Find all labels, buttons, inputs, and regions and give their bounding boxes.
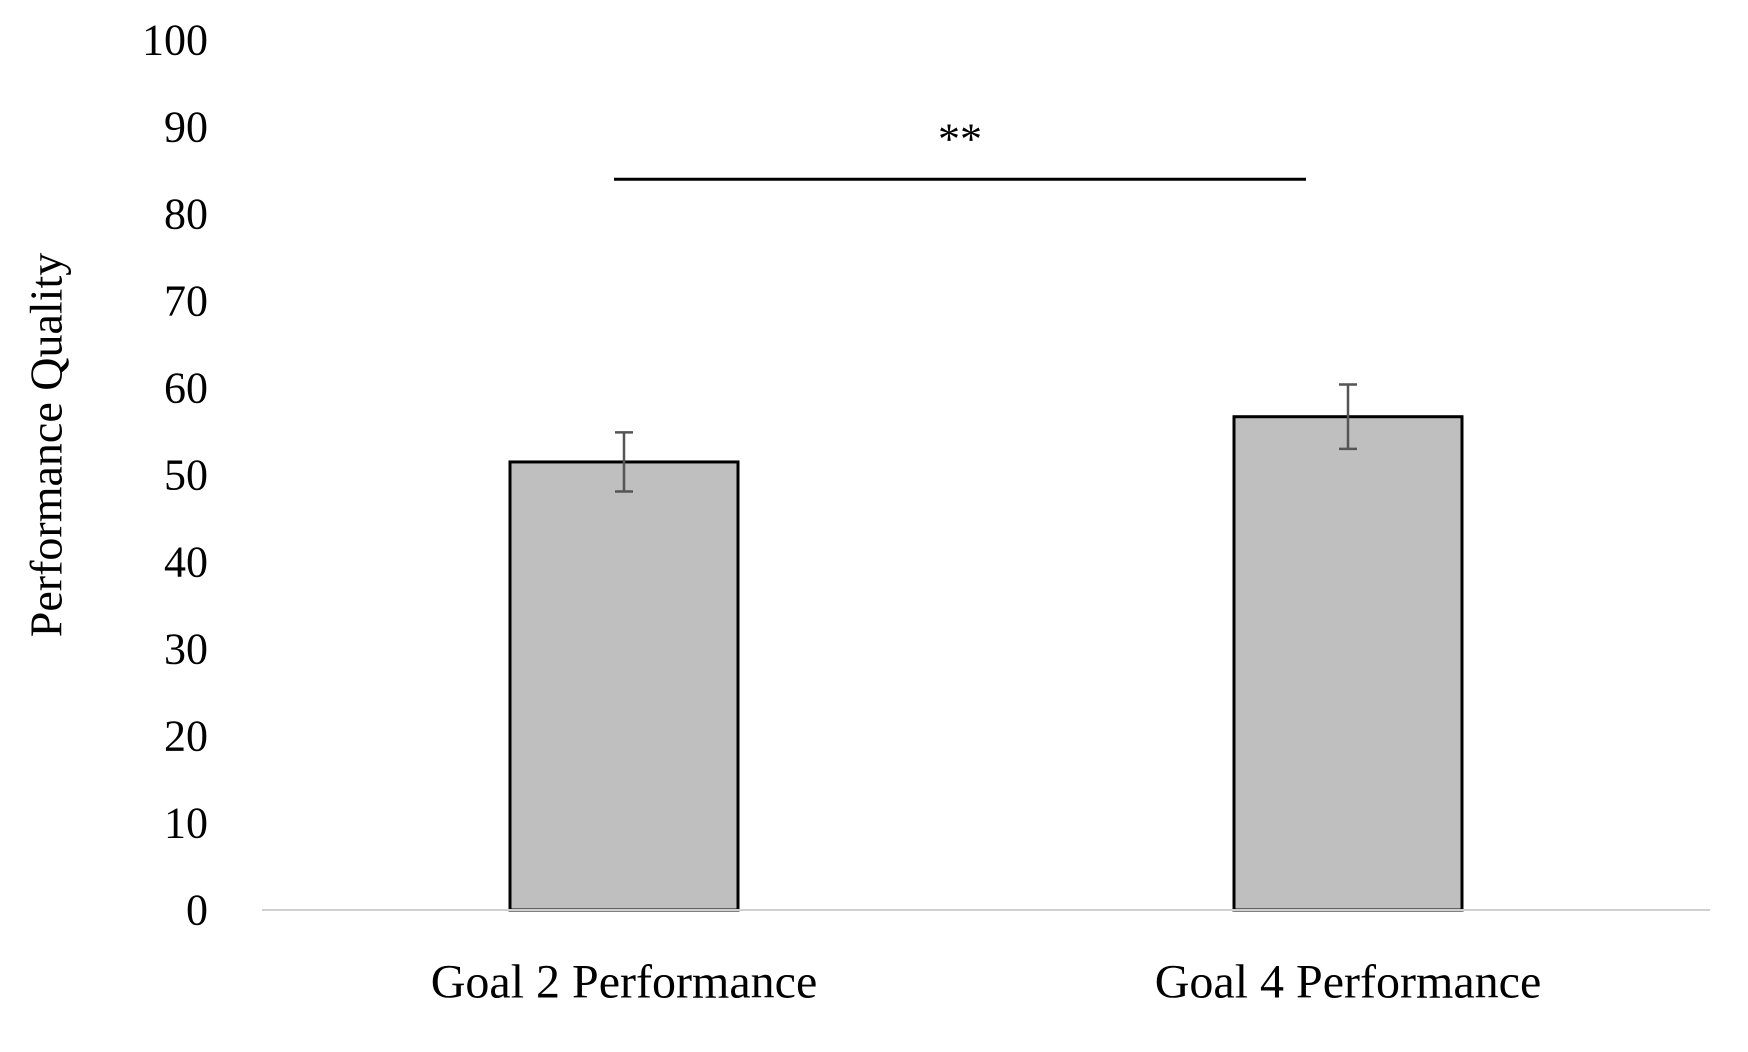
y-tick-label: 50 [164,451,208,500]
bar [1232,415,1464,912]
y-tick-label: 20 [164,712,208,761]
y-axis-label: Performance Quality [21,253,72,637]
y-tick-label: 60 [164,364,208,413]
y-tick-label: 0 [186,886,208,935]
y-tick-label: 70 [164,277,208,326]
x-tick-label: Goal 2 Performance [431,956,818,1009]
y-tick-label: 100 [142,16,208,65]
y-tick-label: 40 [164,538,208,587]
y-tick-label: 30 [164,625,208,674]
y-tick-label: 10 [164,799,208,848]
significance-marker: ** [938,115,982,164]
y-tick-label: 90 [164,103,208,152]
y-tick-label: 80 [164,190,208,239]
bar [508,460,740,912]
x-tick-label: Goal 4 Performance [1155,956,1542,1009]
